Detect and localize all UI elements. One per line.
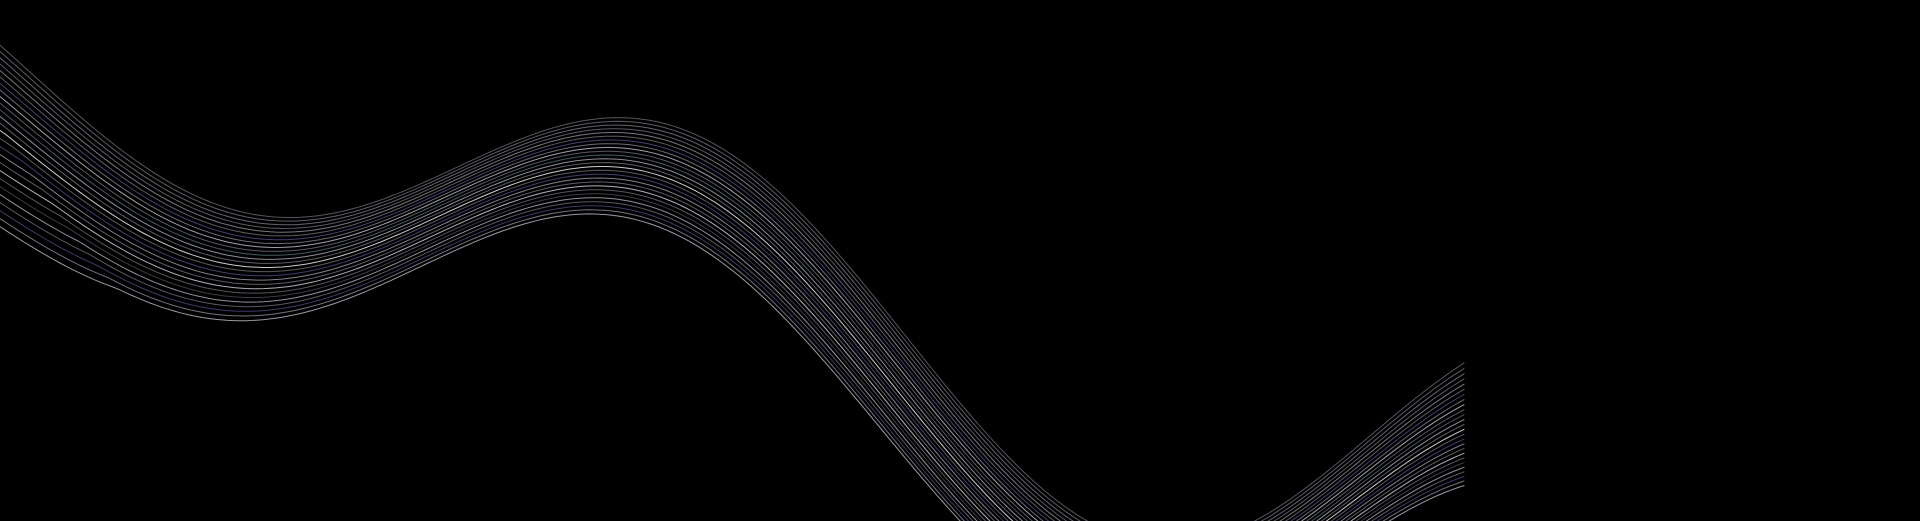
wave-strand: [0, 0, 1464, 521]
wave-strand: [0, 0, 1464, 521]
wave-strand: [0, 0, 1464, 521]
wave-strand: [0, 150, 1464, 521]
wave-strand: [0, 142, 1464, 521]
wave-strand: [0, 127, 1464, 521]
wave-strand: [0, 25, 1464, 521]
wave-strand: [0, 33, 1464, 521]
wave-strand: [0, 0, 1464, 521]
wave-strand: [0, 0, 1464, 521]
wave-strand: [0, 64, 1464, 521]
wave-strand: [0, 87, 1464, 521]
wave-strand: [0, 48, 1464, 521]
wave-strand: [0, 9, 1464, 521]
wave-strand: [0, 79, 1464, 521]
wave-strand-group: [0, 0, 1464, 521]
wave-strand: [0, 40, 1464, 521]
wave-strand: [0, 95, 1464, 521]
wave-strand: [0, 56, 1464, 521]
wave-strand: [0, 17, 1464, 521]
wave-strand: [0, 119, 1464, 521]
wave-strand: [0, 72, 1464, 521]
wave-strand: [0, 103, 1464, 521]
wave-strand: [0, 111, 1464, 521]
wave-strand: [0, 0, 1464, 521]
wave-strand: [0, 134, 1464, 521]
wave-strand: [0, 1, 1464, 521]
